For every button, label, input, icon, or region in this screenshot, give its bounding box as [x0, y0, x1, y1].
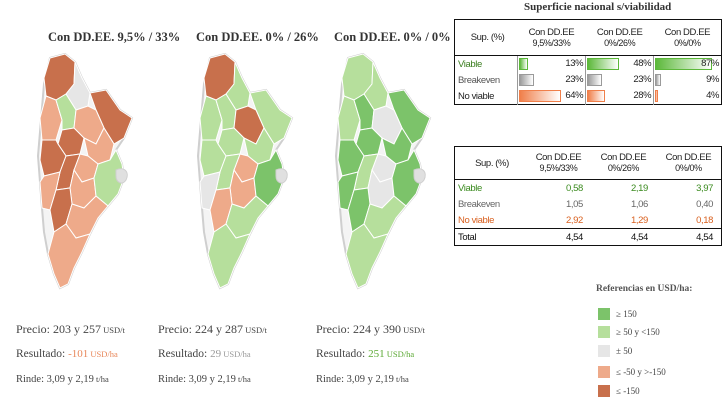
table-column-header: Con DD.EE 0%/0% [655, 146, 722, 180]
table-cell: 4,54 [655, 228, 722, 246]
row-label: Breakeven [458, 74, 500, 86]
data-bar [518, 74, 534, 86]
data-bar [655, 58, 713, 70]
bar-cell: 13% [516, 55, 586, 72]
river-plate-estuary [413, 168, 426, 184]
table-cell: 2,92 [566, 214, 583, 226]
bar-cell: 9% [653, 72, 722, 88]
table-cell: 4,54 [590, 228, 656, 246]
data-bar [655, 74, 662, 86]
legend-swatch [598, 345, 610, 357]
table-cell: 1,05 [566, 198, 583, 210]
bar-cell: 4% [653, 88, 722, 105]
table-column-header: Con DD.EE 9,5%/33% [517, 19, 586, 56]
table-row: Viable 13% 48% 87% [455, 55, 722, 72]
data-bar [518, 58, 528, 70]
legend-swatch [598, 385, 610, 397]
table-row: Breakeven 23% 23% 9% [455, 72, 722, 88]
map-1-title: Con DD.EE. 9,5% / 33% [48, 30, 181, 44]
row-label: Breakeven [458, 198, 500, 210]
table-cell: 2,19 [630, 182, 648, 194]
map-2-precio: Precio: 224 y 287 USD/t [158, 322, 267, 336]
map-region [207, 223, 251, 289]
map-argentina-scenario-3 [334, 52, 432, 290]
table-column-header: Con DD.EE 0%/26% [585, 19, 654, 56]
table-row: Viable 0,58 2,19 3,97 [455, 180, 722, 197]
river-plate-estuary [115, 168, 128, 184]
map-3-title: Con DD.EE. 0% / 0% [334, 30, 451, 44]
table-cell: 0,18 [696, 214, 713, 226]
bar-value-label: 4% [706, 90, 719, 101]
map-2-resultado: Resultado: 29 USD/ha [158, 348, 251, 360]
table-cell: 0,40 [696, 198, 713, 210]
table-column-header: Con DD.EE 0%/0% [653, 19, 722, 56]
map-3-rinde: Rinde: 3,09 y 2,19 t/ha [316, 374, 409, 385]
map-2-rinde: Rinde: 3,09 y 2,19 t/ha [158, 374, 251, 385]
bar-cell: 87% [653, 55, 722, 72]
legend-swatch [598, 366, 610, 378]
map-1-precio: Precio: 203 y 257 USD/t [16, 322, 125, 336]
legend-swatch [598, 308, 610, 320]
table-header-label: Sup. (%) [454, 19, 518, 56]
table-header-label: Sup. (%) [454, 146, 526, 180]
row-label: Viable [458, 182, 482, 194]
data-bar [587, 90, 606, 102]
map-3-resultado: Resultado: 251 USD/ha [316, 348, 415, 360]
table-1-title: Superficie nacional s/viabilidad [524, 1, 672, 13]
table-row: No viable 64% 28% 4% [455, 88, 722, 105]
legend-swatch [598, 326, 610, 338]
bar-cell: 28% [585, 88, 654, 105]
table-cell: 0,58 [566, 182, 583, 194]
data-bar [587, 58, 620, 70]
data-bar [655, 90, 659, 102]
map-argentina-scenario-2 [196, 52, 294, 290]
data-bar [587, 74, 603, 86]
map-1-rinde: Rinde: 3,09 y 2,19 t/ha [16, 374, 109, 385]
bar-value-label: 28% [633, 90, 652, 101]
map-1-resultado: Resultado: -101 USD/ha [16, 348, 118, 360]
bar-cell: 23% [516, 72, 586, 88]
legend-title: Referencias en USD/ha: [596, 284, 693, 294]
table-cell: 4,54 [526, 228, 591, 246]
bar-value-label: 64% [565, 90, 584, 101]
map-3-precio: Precio: 224 y 390 USD/t [316, 322, 425, 336]
table-cell: 1,06 [630, 198, 648, 210]
table-header-row: Sup. (%) Con DD.EE 9,5%/33% Con DD.EE 0%/2… [454, 146, 722, 180]
bar-value-label: 9% [706, 74, 719, 85]
row-label: No viable [458, 90, 495, 102]
bar-value-label: 48% [633, 58, 652, 69]
bar-value-label: 87% [701, 58, 719, 69]
table-column-header: Con DD.EE 0%/26% [590, 146, 656, 180]
map-argentina-scenario-1 [36, 52, 134, 290]
surface-area-table: Sup. (%) Con DD.EE 9,5%/33% Con DD.EE 0%/2… [454, 146, 722, 246]
table-row: Breakeven 1,05 1,06 0,40 [455, 196, 722, 212]
table-cell: 3,97 [696, 182, 713, 194]
row-label: No viable [458, 214, 495, 226]
table-column-header: Con DD.EE 9,5%/33% [526, 146, 591, 180]
table-row: No viable 2,92 1,29 0,18 [455, 212, 722, 229]
bar-cell: 48% [585, 55, 654, 72]
bar-value-label: 23% [633, 74, 652, 85]
bar-cell: 23% [585, 72, 654, 88]
row-label: Viable [458, 58, 482, 70]
map-region [47, 223, 91, 289]
surface-percent-table: Sup. (%) Con DD.EE 9,5%/33% Con DD.EE 0%/2… [454, 19, 722, 105]
map-2-title: Con DD.EE. 0% / 26% [196, 30, 319, 44]
bar-value-label: 13% [565, 58, 584, 69]
bar-cell: 64% [516, 88, 586, 105]
data-bar [518, 90, 561, 102]
table-cell: 1,29 [630, 214, 648, 226]
row-label: Total [454, 228, 526, 246]
map-region [345, 223, 389, 289]
table-total-row: Total 4,54 4,54 4,54 [454, 228, 722, 246]
table-header-row: Sup. (%) Con DD.EE 9,5%/33% Con DD.EE 0%/2… [454, 19, 722, 56]
river-plate-estuary [275, 168, 288, 184]
bar-value-label: 23% [565, 74, 584, 85]
